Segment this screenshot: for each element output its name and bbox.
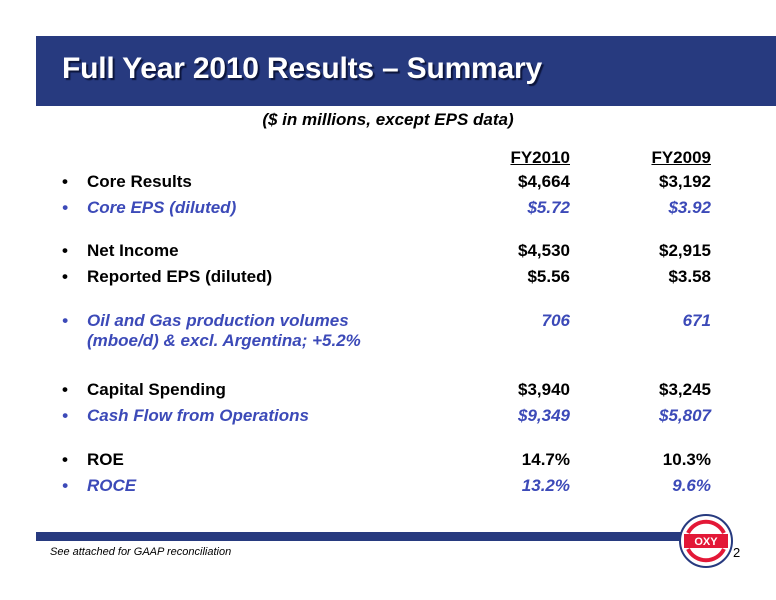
table-row: • Core Results $4,664 $3,192	[0, 172, 776, 194]
row-label: Core Results	[87, 172, 192, 191]
value-fy2009: $3.58	[668, 267, 711, 286]
value-fy2009: $5,807	[659, 406, 711, 425]
row-label: Capital Spending	[87, 380, 226, 399]
oxy-logo-icon: OXY	[679, 514, 733, 568]
value-fy2009: 10.3%	[662, 450, 711, 469]
row-label: ROE	[87, 450, 124, 469]
bullet: •	[62, 476, 68, 495]
row-label: Net Income	[87, 241, 179, 260]
table-row: • Reported EPS (diluted) $5.56 $3.58	[0, 267, 776, 289]
bullet: •	[62, 450, 68, 469]
bullet: •	[62, 406, 68, 425]
table-row: • Core EPS (diluted) $5.72 $3.92	[0, 198, 776, 220]
column-header-fy2010: FY2010	[510, 148, 570, 167]
row-label: Oil and Gas production volumes (mboe/d) …	[87, 311, 361, 351]
value-fy2010: $4,530	[518, 241, 570, 260]
bullet: •	[62, 241, 68, 260]
bullet: •	[62, 267, 68, 286]
bullet: •	[62, 311, 68, 330]
value-fy2010: $5.56	[527, 267, 570, 286]
table-row: • ROE 14.7% 10.3%	[0, 450, 776, 472]
page-number: 2	[733, 545, 741, 560]
value-fy2010: $3,940	[518, 380, 570, 399]
footnote: See attached for GAAP reconciliation	[50, 546, 232, 558]
table-row: • Oil and Gas production volumes (mboe/d…	[0, 311, 776, 353]
value-fy2010: $5.72	[527, 198, 570, 217]
value-fy2010: $9,349	[518, 406, 570, 425]
table-row: • Capital Spending $3,940 $3,245	[0, 380, 776, 402]
value-fy2009: $3,192	[659, 172, 711, 191]
column-header-fy2009: FY2009	[651, 148, 711, 167]
value-fy2009: $3.92	[668, 198, 711, 217]
table-row: • Net Income $4,530 $2,915	[0, 241, 776, 263]
bullet: •	[62, 172, 68, 191]
logo-text: OXY	[694, 536, 718, 548]
footer-bar	[36, 532, 706, 541]
value-fy2010: $4,664	[518, 172, 570, 191]
slide-title: Full Year 2010 Results – Summary	[62, 52, 542, 85]
row-label-line2: (mboe/d) & excl. Argentina; +5.2%	[87, 331, 361, 350]
subtitle: ($ in millions, except EPS data)	[262, 110, 514, 129]
bullet: •	[62, 198, 68, 217]
value-fy2009: 671	[682, 311, 711, 330]
table-row: • ROCE 13.2% 9.6%	[0, 476, 776, 498]
table-row: • Cash Flow from Operations $9,349 $5,80…	[0, 406, 776, 428]
title-bar: Full Year 2010 Results – Summary	[36, 36, 776, 106]
row-label: Cash Flow from Operations	[87, 406, 309, 425]
value-fy2009: $2,915	[659, 241, 711, 260]
row-label: Core EPS (diluted)	[87, 198, 237, 217]
value-fy2009: $3,245	[659, 380, 711, 399]
row-label: ROCE	[87, 476, 137, 495]
value-fy2009: 9.6%	[672, 476, 711, 495]
value-fy2010: 14.7%	[521, 450, 570, 469]
bullet: •	[62, 380, 68, 399]
row-label-line1: Oil and Gas production volumes	[87, 311, 349, 330]
row-label: Reported EPS (diluted)	[87, 267, 273, 286]
value-fy2010: 706	[541, 311, 570, 330]
value-fy2010: 13.2%	[521, 476, 570, 495]
